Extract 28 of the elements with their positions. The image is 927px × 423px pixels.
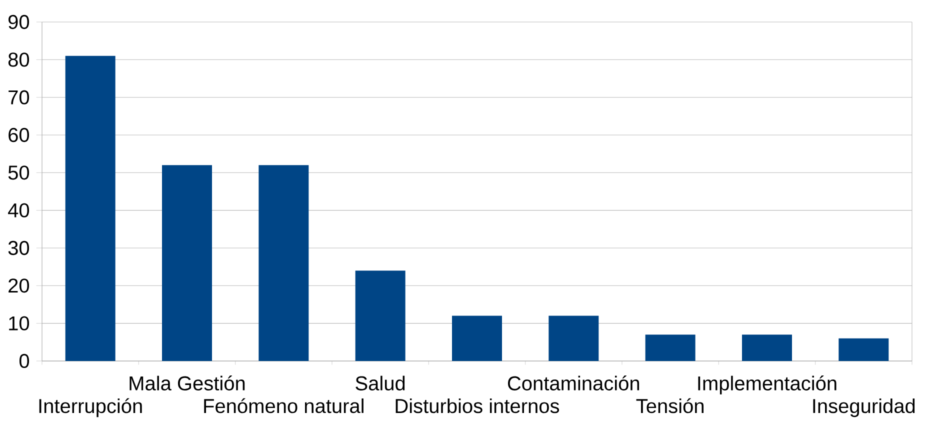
bar — [162, 165, 212, 361]
y-tick-label: 30 — [8, 240, 30, 256]
y-tick-label: 40 — [8, 203, 30, 218]
bar — [258, 165, 309, 361]
bar — [452, 316, 502, 361]
y-tick-label: 20 — [8, 278, 30, 293]
bar — [355, 270, 406, 361]
bar — [742, 334, 792, 361]
bar — [65, 56, 116, 361]
y-tick-label: 80 — [8, 52, 30, 67]
bar — [645, 334, 696, 361]
y-tick-label: 90 — [8, 14, 30, 30]
x-tick-label: Fenómeno natural — [204, 398, 364, 414]
x-tick-label: Salud — [356, 376, 405, 390]
x-tick-label: Tensión — [636, 398, 704, 414]
y-tick-label: 70 — [8, 90, 30, 104]
bar — [838, 338, 889, 361]
y-tick-label: 0 — [19, 354, 30, 368]
x-tick-label: Contaminación — [508, 376, 640, 390]
y-tick-label: 10 — [9, 316, 30, 330]
x-tick-label: Interrupción — [39, 398, 142, 418]
y-tick-label: 50 — [8, 166, 30, 180]
bar — [548, 316, 599, 361]
x-tick-label: Mala Gestión — [130, 376, 245, 390]
x-tick-label: Inseguridad — [813, 398, 915, 418]
y-tick-label: 60 — [8, 128, 30, 142]
x-tick-label: Implementación — [698, 376, 836, 394]
x-tick-label: Disturbios internos — [396, 398, 560, 414]
